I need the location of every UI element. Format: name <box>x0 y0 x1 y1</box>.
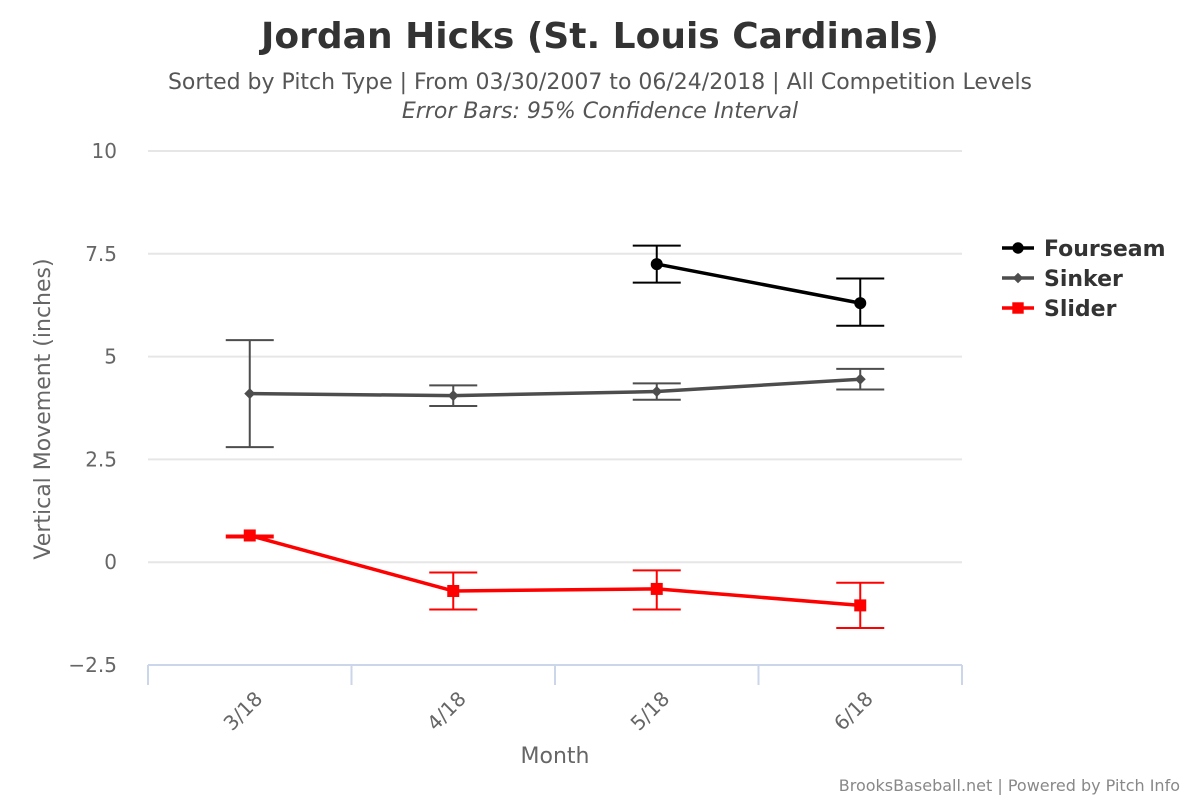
series-line <box>249 377 861 398</box>
legend: Fourseam Sinker Slider <box>1002 237 1166 322</box>
series-line <box>249 533 861 608</box>
legend-label: Slider <box>1044 297 1117 322</box>
chart-credits: BrooksBaseball.net | Powered by Pitch In… <box>839 776 1180 795</box>
y-tick-label: 10 <box>92 139 117 163</box>
series-lines <box>249 262 861 608</box>
data-point <box>244 388 256 400</box>
data-point <box>447 390 459 402</box>
x-tick-label: 6/18 <box>829 687 878 736</box>
y-tick-label: 2.5 <box>85 447 117 471</box>
x-tick-label: 5/18 <box>626 687 675 736</box>
series-line <box>656 262 861 305</box>
data-point <box>650 258 663 271</box>
gridlines <box>148 150 962 666</box>
data-point <box>447 584 460 597</box>
x-axis: 3/18 4/18 5/18 6/18 <box>147 664 963 736</box>
legend-label: Fourseam <box>1044 237 1166 262</box>
data-point <box>854 373 866 385</box>
chart-subtitle: Sorted by Pitch Type | From 03/30/2007 t… <box>168 70 1032 95</box>
chart-title: Jordan Hicks (St. Louis Cardinals) <box>258 16 939 57</box>
data-point <box>243 529 256 542</box>
y-tick-label: 5 <box>104 345 117 369</box>
y-tick-label: −2.5 <box>68 653 117 677</box>
series-markers <box>243 258 867 612</box>
data-point <box>1012 272 1024 284</box>
data-point <box>1012 302 1024 314</box>
data-point <box>1012 242 1024 254</box>
x-axis-title: Month <box>521 744 590 769</box>
legend-label: Sinker <box>1044 267 1123 292</box>
data-point <box>854 599 867 612</box>
data-point <box>854 297 867 310</box>
x-tick-label: 4/18 <box>422 687 471 736</box>
y-axis-title: Vertical Movement (inches) <box>31 258 56 559</box>
y-tick-label: 7.5 <box>85 242 117 266</box>
y-axis-ticks: −2.5 0 2.5 5 7.5 10 <box>68 139 117 677</box>
chart-subtitle-error-bars: Error Bars: 95% Confidence Interval <box>402 99 798 124</box>
data-point <box>650 582 663 595</box>
x-tick-label: 3/18 <box>219 687 268 736</box>
data-point <box>651 386 663 398</box>
error-bars <box>225 244 885 629</box>
y-tick-label: 0 <box>104 550 117 574</box>
